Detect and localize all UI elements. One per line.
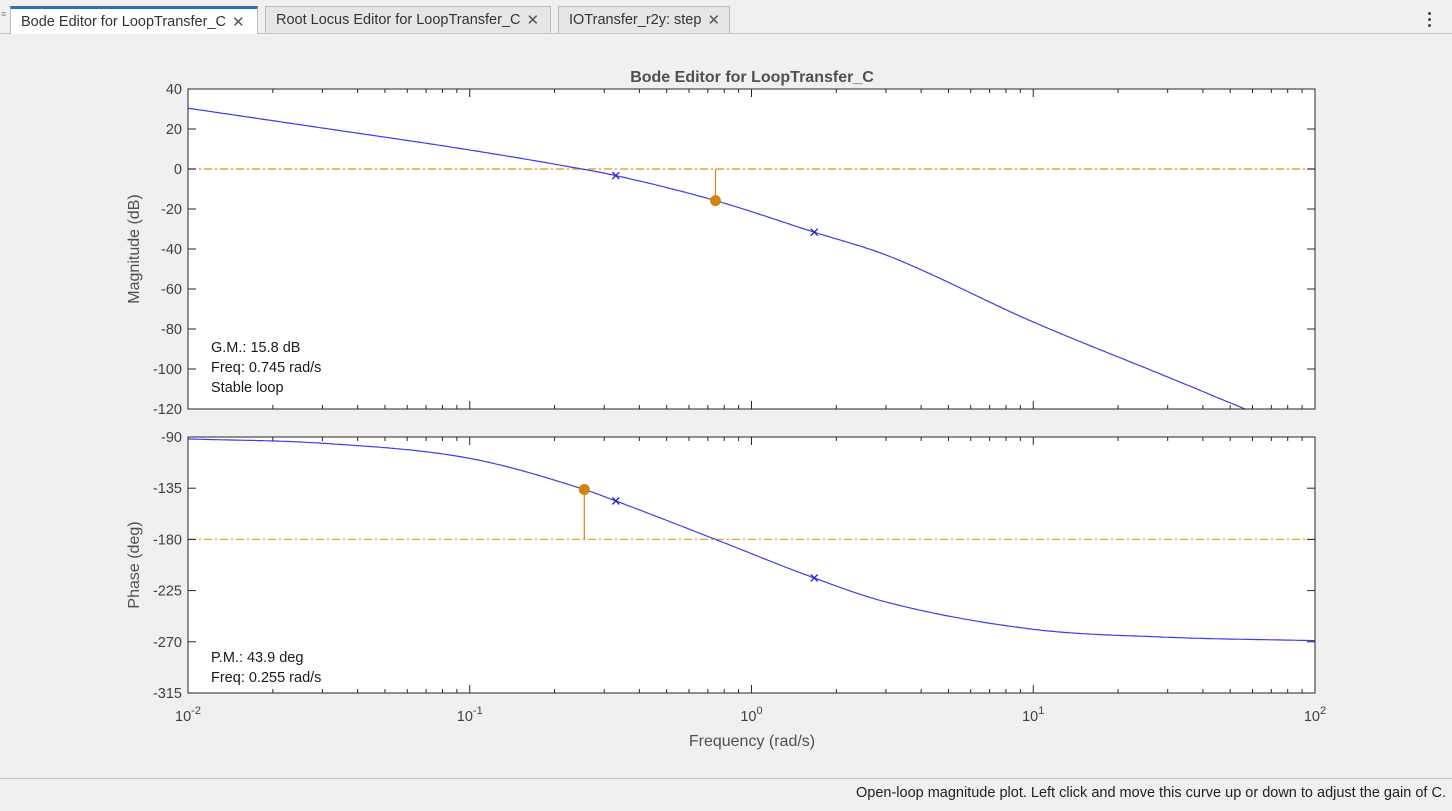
tab-label: IOTransfer_r2y: step bbox=[569, 12, 702, 28]
tab-bode-editor[interactable]: Bode Editor for LoopTransfer_C ✕ bbox=[10, 6, 258, 34]
magnitude-axis-label: Magnitude (dB) bbox=[126, 194, 143, 303]
frequency-tick-labels: 10-2 10-1 100 101 102 bbox=[175, 705, 1326, 725]
x-tick-label: 101 bbox=[1022, 705, 1044, 725]
gain-margin-text: G.M.: 15.8 dB bbox=[211, 340, 300, 356]
phase-margin-marker[interactable] bbox=[578, 483, 590, 495]
close-icon[interactable]: ✕ bbox=[232, 13, 245, 31]
close-icon[interactable]: ✕ bbox=[526, 12, 540, 29]
close-icon[interactable]: ✕ bbox=[707, 12, 721, 29]
phase-axes[interactable]: -90 -135 -180 -225 -270 -315 P.M.: 43.9 deg F… bbox=[126, 430, 1316, 702]
frequency-axis-label: Frequency (rad/s) bbox=[689, 733, 815, 750]
tab-label: Bode Editor for LoopTransfer_C bbox=[21, 13, 226, 30]
gain-margin-frequency-text: Freq: 0.745 rad/s bbox=[211, 360, 321, 376]
gain-margin-marker[interactable] bbox=[709, 195, 721, 207]
document-tab-bar: ≡ Bode Editor for LoopTransfer_C ✕ Root … bbox=[0, 4, 1452, 34]
x-tick-label: 10-1 bbox=[457, 705, 483, 725]
y-tick-label: -60 bbox=[161, 282, 182, 298]
y-tick-label: 20 bbox=[166, 122, 182, 138]
status-bar: Open-loop magnitude plot. Left click and… bbox=[0, 778, 1452, 811]
y-tick-label: -120 bbox=[153, 402, 182, 418]
pole-marker[interactable] bbox=[810, 574, 819, 582]
y-tick-label: -270 bbox=[153, 635, 182, 651]
y-tick-label: -135 bbox=[153, 481, 182, 497]
x-tick-label: 100 bbox=[740, 705, 762, 725]
y-tick-label: 40 bbox=[166, 82, 182, 98]
x-tick-label: 10-2 bbox=[175, 705, 201, 725]
phase-margin-text: P.M.: 43.9 deg bbox=[211, 650, 303, 666]
tab-iotransfer-step[interactable]: IOTransfer_r2y: step ✕ bbox=[558, 6, 730, 33]
y-tick-label: -225 bbox=[153, 584, 182, 600]
grip-icon[interactable]: ≡ bbox=[1, 9, 7, 19]
x-tick-label: 102 bbox=[1304, 705, 1326, 725]
kebab-menu-icon[interactable] bbox=[1428, 12, 1432, 30]
tab-root-locus-editor[interactable]: Root Locus Editor for LoopTransfer_C ✕ bbox=[265, 6, 551, 33]
pole-marker[interactable] bbox=[611, 171, 620, 180]
y-tick-label: -40 bbox=[161, 242, 182, 258]
status-message: Open-loop magnitude plot. Left click and… bbox=[855, 785, 1446, 801]
phase-curve[interactable] bbox=[187, 438, 1316, 642]
tab-label: Root Locus Editor for LoopTransfer_C bbox=[276, 12, 521, 28]
phase-margin-frequency-text: Freq: 0.255 rad/s bbox=[211, 670, 321, 686]
y-tick-label: -80 bbox=[161, 322, 182, 338]
phase-axis-label: Phase (deg) bbox=[126, 521, 143, 608]
y-tick-label: -20 bbox=[161, 202, 182, 218]
plot-title: Bode Editor for LoopTransfer_C bbox=[630, 69, 874, 86]
y-tick-label: -100 bbox=[153, 362, 182, 378]
pole-marker[interactable] bbox=[810, 228, 819, 237]
y-tick-label: -180 bbox=[153, 532, 182, 548]
y-tick-label: -315 bbox=[153, 686, 182, 702]
y-tick-label: 0 bbox=[174, 162, 182, 178]
y-tick-label: -90 bbox=[161, 430, 182, 446]
pole-marker[interactable] bbox=[611, 496, 620, 505]
loop-stability-text: Stable loop bbox=[211, 380, 284, 396]
